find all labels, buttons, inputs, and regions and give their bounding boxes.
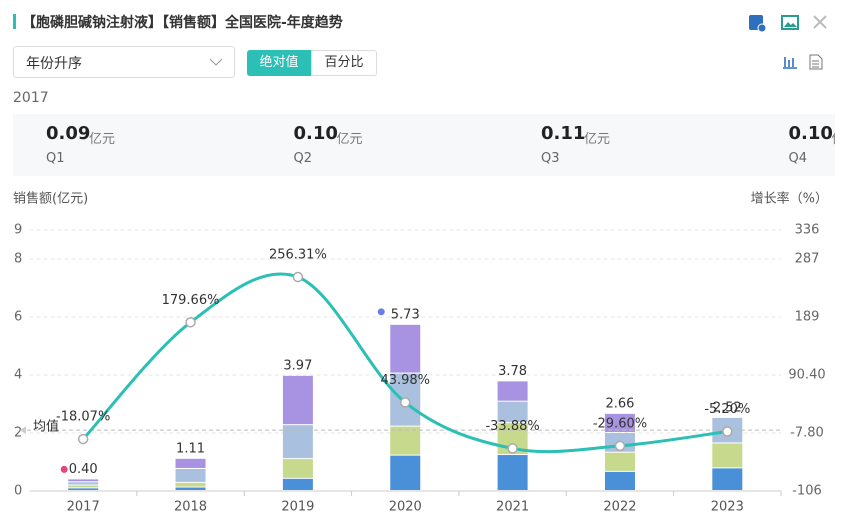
bar-segment (497, 455, 528, 490)
x-tick-label: 2018 (174, 500, 207, 515)
y2-tick-label: 90.40 (788, 368, 825, 383)
total-label: 0.40 (69, 462, 98, 477)
y-tick-label: 0 (14, 484, 22, 499)
bar-segment (712, 443, 743, 468)
y-axis-label: 销售额(亿元) (13, 191, 88, 207)
growth-point (77, 433, 89, 445)
bar-segment (604, 452, 635, 471)
y2-tick-label: 336 (795, 223, 820, 238)
y-tick-label: 8 (14, 252, 22, 267)
mean-label: 均值 (33, 419, 59, 435)
bar-segment (604, 471, 635, 490)
bar-segment (604, 413, 635, 432)
growth-label: -5.20% (704, 402, 750, 417)
total-label: 3.78 (498, 364, 527, 379)
card-quarter: Q4 (788, 151, 808, 166)
min-marker (60, 465, 68, 473)
close-icon[interactable] (813, 15, 827, 29)
growth-point (614, 440, 626, 452)
bar-segment (175, 482, 206, 487)
card-unit: 亿元 (584, 132, 611, 147)
card-quarter: Q1 (46, 151, 65, 166)
view-icons (783, 54, 823, 70)
growth-point (292, 271, 304, 283)
chevron (209, 58, 223, 66)
bar-segment (390, 426, 421, 455)
card-value: 0.11 (541, 123, 586, 144)
total-label: 1.11 (176, 441, 205, 456)
card-value: 0.10 (788, 123, 833, 144)
summary-year: 2017 (13, 90, 49, 106)
card-unit: 亿元 (89, 132, 116, 147)
bar-segment (68, 485, 99, 488)
bar-segment (390, 455, 421, 490)
bar-segment (68, 479, 99, 482)
growth-label: 43.98% (380, 373, 430, 388)
bar-view-icon[interactable] (783, 57, 797, 69)
growth-label: -18.07% (56, 410, 110, 425)
bar-segment (282, 459, 313, 478)
y-tick-label: 9 (14, 223, 22, 238)
y-tick-label: 4 (14, 368, 22, 383)
growth-label: -29.60% (593, 416, 647, 431)
growth-point (507, 443, 518, 454)
toggle-percent[interactable]: 百分比 (311, 50, 377, 76)
x-tick-label: 2017 (67, 500, 100, 515)
card-value: 0.09 (46, 123, 91, 144)
x-tick-label: 2021 (496, 500, 529, 515)
card-value: 0.10 (293, 123, 338, 144)
card-unit: 亿元 (336, 132, 363, 147)
total-label: 2.52 (713, 400, 742, 415)
growth-point (722, 426, 733, 437)
bar-segment (175, 458, 206, 468)
total-label: 5.73 (391, 307, 420, 322)
x-tick-label: 2020 (389, 500, 422, 515)
bar-segment (497, 381, 528, 401)
card-quarter: Q2 (293, 151, 313, 166)
growth-label: 179.66% (162, 293, 220, 308)
bar-segment (497, 401, 528, 423)
mean-arrow (20, 426, 26, 435)
y-tick-label: 6 (14, 310, 22, 325)
bar-segment (282, 425, 313, 459)
y2-tick-label: -106 (792, 484, 822, 499)
bar-segment (68, 488, 99, 490)
total-label: 2.66 (605, 396, 634, 411)
chart: 销售额(亿元) 增长率（%） 0 2 4 6 8 9 -106 -7.80 90.40 189 28… (13, 191, 828, 515)
max-marker (377, 308, 385, 316)
total-label: 3.97 (283, 358, 312, 373)
growth-label: -33.88% (485, 419, 539, 434)
sort-text: 年份升序 (26, 56, 82, 72)
x-tick-label: 2019 (281, 500, 314, 515)
y2-tick-label: -7.80 (790, 426, 824, 441)
image-icon[interactable] (781, 15, 799, 30)
y2-axis-label: 增长率（%） (751, 191, 828, 207)
bar-segment (68, 482, 99, 485)
y2-tick-label: 287 (795, 251, 820, 266)
header-icons (749, 15, 827, 33)
bar-segment (282, 375, 313, 425)
bar-segment (175, 487, 206, 490)
y-tick-label: 2 (14, 426, 22, 441)
bar-segment (175, 468, 206, 482)
growth-point (185, 317, 196, 328)
bar-segment (282, 478, 313, 490)
toggle-absolute[interactable]: 绝对值 (247, 50, 311, 76)
card-unit: 亿元 (832, 128, 836, 147)
bar-segment (712, 468, 743, 490)
title-accent (13, 14, 16, 29)
growth-label: 256.31% (269, 248, 327, 263)
y2-tick-label: 189 (795, 309, 820, 324)
page-title: 【胞磷胆碱钠注射液】【销售额】全国医院-年度趋势 (22, 15, 343, 31)
card-quarter: Q3 (541, 151, 560, 166)
sort-dropdown[interactable]: 年份升序 (13, 46, 235, 78)
bar-segment (390, 324, 421, 373)
growth-point (400, 397, 411, 408)
table-view-icon[interactable] (809, 54, 823, 70)
x-tick-label: 2022 (603, 500, 636, 515)
x-tick-label: 2023 (711, 500, 744, 515)
